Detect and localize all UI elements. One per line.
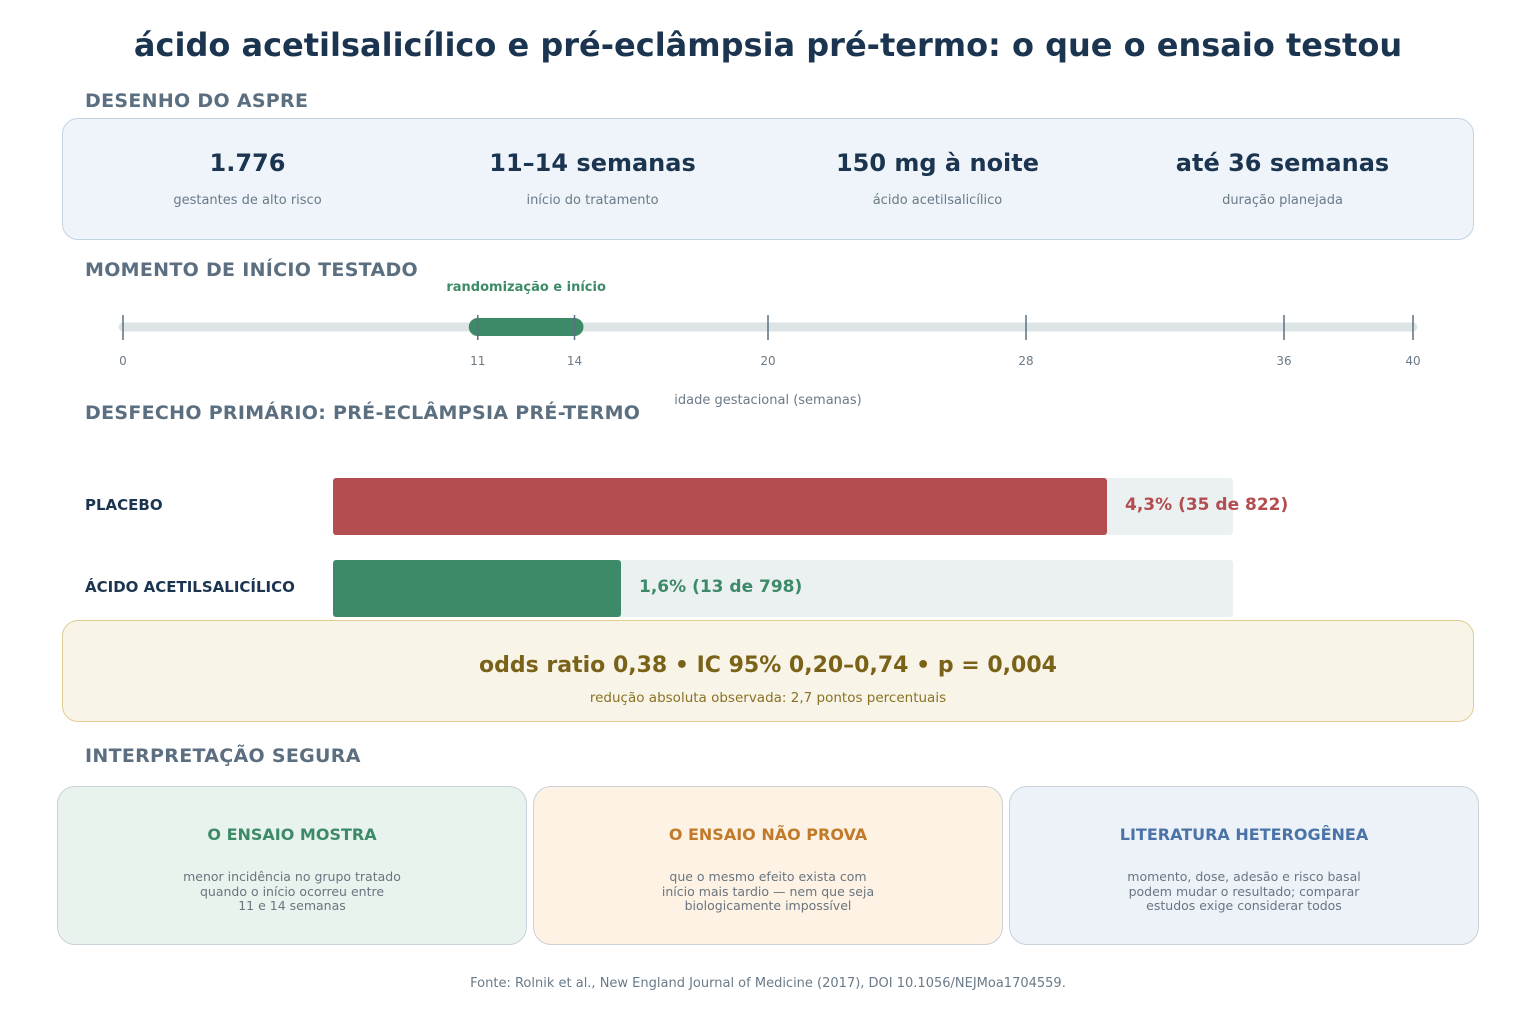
effect-main-text: odds ratio 0,38 • IC 95% 0,20–0,74 • p =…: [479, 653, 1057, 678]
bar-label-aspirin: ÁCIDO ACETILSALICÍLICO: [85, 578, 295, 596]
card-title: O ENSAIO MOSTRA: [207, 825, 377, 844]
card-title: O ENSAIO NÃO PROVA: [668, 825, 868, 844]
stat-label: início do tratamento: [526, 193, 659, 208]
timeline-tick-label: 36: [1276, 354, 1291, 368]
timeline-tick-label: 11: [470, 354, 485, 368]
outcome-section-heading: DESFECHO PRIMÁRIO: PRÉ-ECLÂMPSIA PRÉ-TER…: [85, 402, 641, 424]
effect-sub-text: redução absoluta observada: 2,7 pontos p…: [589, 690, 947, 706]
interpretation-section-heading: INTERPRETAÇÃO SEGURA: [85, 745, 361, 767]
timeline-tick-label: 28: [1018, 354, 1033, 368]
page-title: ácido acetilsalicílico e pré-eclâmpsia p…: [133, 26, 1403, 64]
bar-placebo: [333, 478, 1107, 535]
design-section-heading: DESENHO DO ASPRE: [85, 90, 309, 112]
timeline-section-heading: MOMENTO DE INÍCIO TESTADO: [85, 259, 418, 281]
timeline-axis-label: idade gestacional (semanas): [674, 393, 861, 408]
stat-duration: até 36 semanas duração planejada: [1110, 149, 1455, 208]
card-title: LITERATURA HETEROGÊNEA: [1119, 825, 1369, 844]
stat-value: 11–14 semanas: [489, 149, 696, 177]
stat-label: ácido acetilsalicílico: [872, 193, 1003, 208]
card-trial-shows: O ENSAIO MOSTRA menor incidência no grup…: [57, 786, 527, 945]
card-heterogeneous-literature: LITERATURA HETEROGÊNEA momento, dose, ad…: [1009, 786, 1479, 945]
timeline-ticks: [122, 315, 1414, 340]
stat-start: 11–14 semanas início do tratamento: [420, 149, 765, 208]
stat-label: duração planejada: [1222, 193, 1343, 208]
gestational-timeline: randomização e início 0 11 14 20 28 36 4…: [118, 280, 1421, 408]
bar-label-placebo: PLACEBO: [85, 496, 163, 514]
bar-aspirin: [333, 560, 621, 617]
bar-value-placebo: 4,3% (35 de 822): [1125, 495, 1289, 515]
timeline-tick-label: 0: [119, 354, 127, 368]
card-text: menor incidência no grupo tratado quando…: [183, 869, 401, 913]
card-text: que o mesmo efeito exista com início mai…: [661, 869, 875, 913]
timeline-tick-label: 14: [567, 354, 582, 368]
bar-value-aspirin: 1,6% (13 de 798): [639, 577, 803, 597]
stat-participants: 1.776 gestantes de alto risco: [75, 149, 420, 208]
design-summary-panel: 1.776 gestantes de alto risco 11–14 sema…: [62, 118, 1474, 240]
timeline-highlight-label: randomização e início: [446, 280, 606, 295]
stat-value: 1.776: [209, 149, 286, 177]
effect-estimate-panel: odds ratio 0,38 • IC 95% 0,20–0,74 • p =…: [62, 620, 1474, 722]
source-footer: Fonte: Rolnik et al., New England Journa…: [470, 976, 1066, 991]
stat-dose: 150 mg à noite ácido acetilsalicílico: [765, 149, 1110, 208]
timeline-tick-label: 40: [1405, 354, 1420, 368]
card-trial-does-not-prove: O ENSAIO NÃO PROVA que o mesmo efeito ex…: [533, 786, 1003, 945]
stat-value: 150 mg à noite: [835, 149, 1040, 177]
stat-value: até 36 semanas: [1175, 149, 1390, 177]
stat-label: gestantes de alto risco: [173, 193, 322, 208]
timeline-tick-label: 20: [760, 354, 775, 368]
card-text: momento, dose, adesão e risco basal pode…: [1127, 869, 1361, 913]
